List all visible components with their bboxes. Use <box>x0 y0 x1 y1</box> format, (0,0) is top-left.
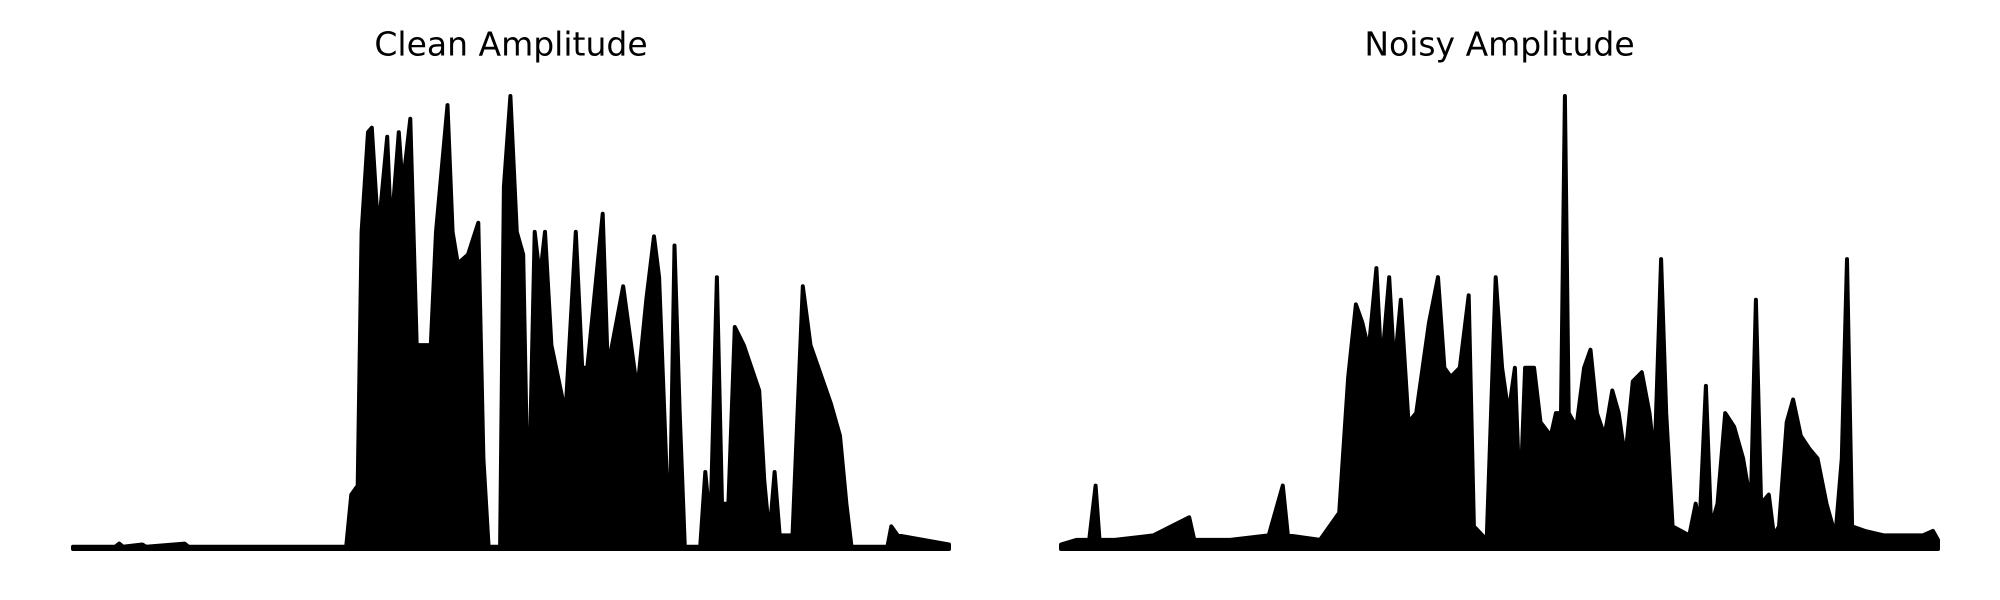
panel-title: Noisy Amplitude <box>1364 25 1634 64</box>
amplitude-envelope <box>1059 94 1940 551</box>
panel-title: Clean Amplitude <box>374 25 647 64</box>
amplitude-envelope <box>71 94 951 551</box>
